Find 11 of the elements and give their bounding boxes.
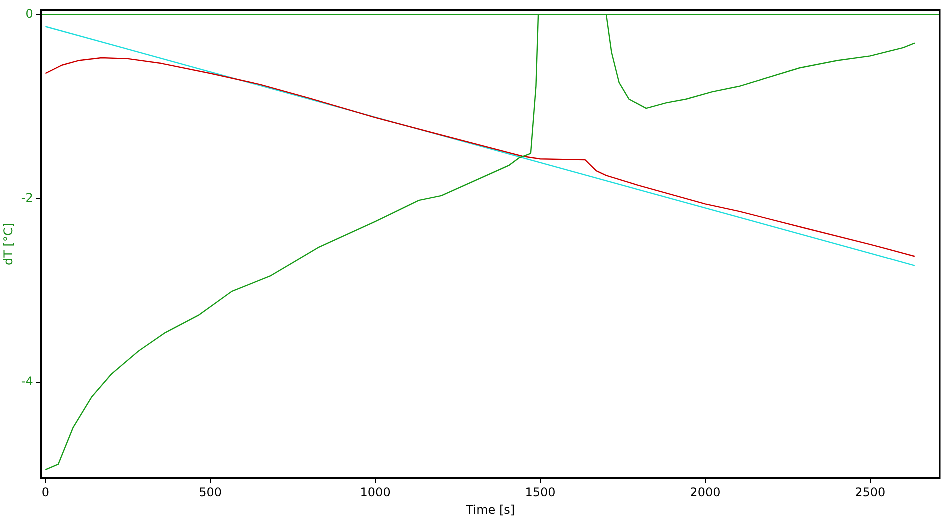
x-tick-label: 0 [42, 486, 50, 500]
y-axis-title: dT [°C] [1, 222, 16, 266]
y-tick-label: -2 [21, 190, 34, 205]
x-axis-title: Time [s] [465, 502, 516, 517]
y-tick-label: -4 [21, 374, 34, 389]
x-tick-label: 1500 [525, 486, 556, 500]
x-tick-label: 500 [199, 486, 222, 500]
x-tick-label: 2500 [855, 486, 886, 500]
x-tick-label: 2000 [690, 486, 721, 500]
x-tick-label: 1000 [360, 486, 391, 500]
y-tick-label: 0 [26, 6, 34, 21]
